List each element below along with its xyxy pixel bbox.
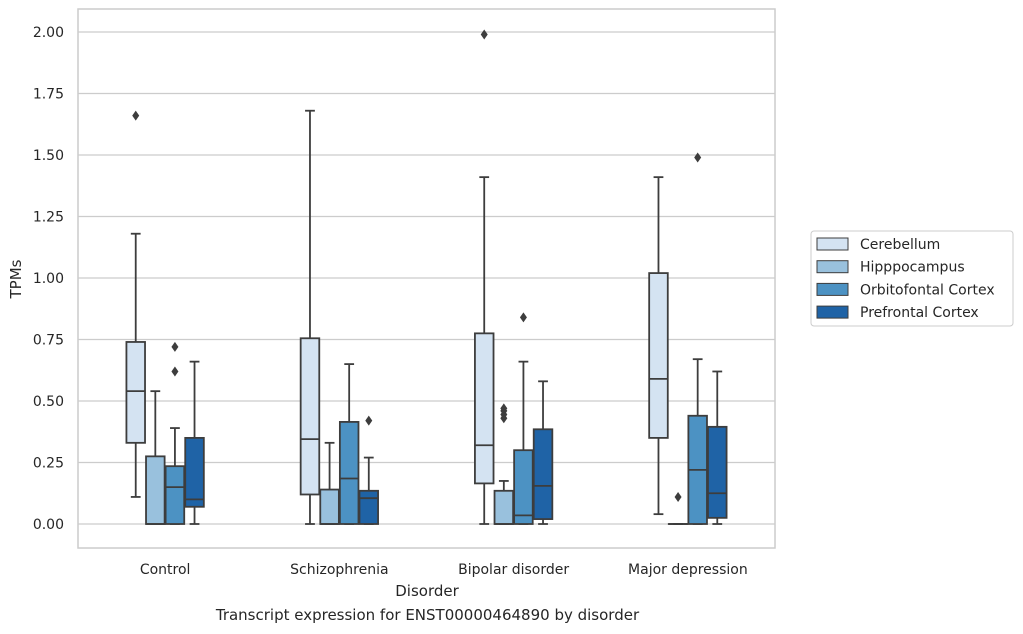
outlier-point — [674, 491, 682, 502]
box-iqr — [493, 489, 515, 525]
x-tick-label: Schizophrenia — [290, 562, 388, 578]
outlier-point — [365, 415, 373, 426]
x-axis-ticks: Control Schizophrenia Bipolar disorder Majo… — [140, 562, 748, 578]
box-iqr — [532, 428, 554, 520]
outlier-point — [171, 366, 179, 377]
y-axis-label: TPMs — [7, 259, 25, 299]
box-iqr — [125, 341, 146, 444]
y-tick-label: 1.00 — [33, 271, 64, 287]
box-1-1 — [319, 441, 340, 525]
legend-label: Cerebellum — [860, 237, 940, 253]
legend-swatch — [816, 305, 849, 319]
box-iqr — [145, 455, 166, 525]
box-0-1 — [299, 109, 321, 525]
gridlines — [78, 31, 775, 525]
box-3-0 — [184, 360, 205, 525]
y-tick-label: 1.50 — [33, 148, 64, 164]
legend-swatch — [816, 282, 849, 296]
x-tick-label: Major depression — [628, 562, 748, 578]
box-iqr — [474, 332, 495, 485]
y-axis-ticks: 0.00 0.25 0.50 0.75 1.00 1.25 1.50 1.75 2.00 — [33, 25, 64, 533]
y-tick-label: 2.00 — [33, 25, 64, 41]
x-tick-label: Bipolar disorder — [458, 562, 569, 578]
outlier-point — [500, 403, 508, 414]
box-2-0 — [164, 341, 186, 525]
y-tick-label: 0.00 — [33, 517, 64, 533]
box-3-3 — [707, 370, 728, 525]
box-1-3 — [667, 491, 689, 525]
outlier-point — [519, 312, 527, 323]
legend-label: Orbitofontal Cortex — [860, 282, 995, 298]
box-iqr — [513, 449, 534, 525]
outlier-point — [132, 110, 140, 121]
box-iqr — [358, 489, 379, 525]
outlier-point — [694, 152, 702, 163]
box-iqr — [184, 436, 205, 508]
box-1-0 — [145, 390, 166, 525]
legend-label: Hipppocampus — [860, 260, 965, 276]
legend: Cerebellum Hipppocampus Orbitofontal Corte… — [810, 230, 1014, 327]
box-2-3 — [687, 152, 708, 525]
legend-frame — [810, 230, 1014, 327]
y-tick-label: 0.25 — [33, 456, 64, 472]
y-tick-label: 1.75 — [33, 87, 64, 103]
x-tick-label: Control — [140, 562, 191, 578]
box-iqr — [648, 272, 669, 439]
figure-caption: Transcript expression for ENST0000046489… — [215, 606, 640, 624]
box-iqr — [707, 425, 728, 519]
box-1-2 — [493, 403, 515, 525]
box-plot-series — [125, 29, 728, 525]
box-0-0 — [125, 110, 146, 498]
outlier-point — [480, 29, 488, 40]
box-0-3 — [648, 176, 669, 516]
legend-swatch — [816, 260, 849, 274]
legend-swatch — [816, 237, 849, 251]
box-3-2 — [532, 380, 554, 525]
box-iqr — [299, 337, 321, 496]
plot-frame — [77, 8, 776, 549]
box-iqr — [338, 421, 360, 525]
box-0-2 — [474, 29, 495, 525]
legend-label: Prefrontal Cortex — [860, 305, 979, 321]
y-tick-label: 1.25 — [33, 210, 64, 226]
y-tick-label: 0.75 — [33, 333, 64, 349]
y-tick-label: 0.50 — [33, 394, 64, 410]
x-axis-label: Disorder — [395, 582, 459, 600]
box-2-1 — [338, 363, 360, 525]
outlier-point — [171, 341, 179, 352]
box-iqr — [319, 488, 340, 525]
box-iqr — [164, 465, 186, 525]
box-2-2 — [513, 312, 534, 525]
box-3-1 — [358, 415, 379, 525]
